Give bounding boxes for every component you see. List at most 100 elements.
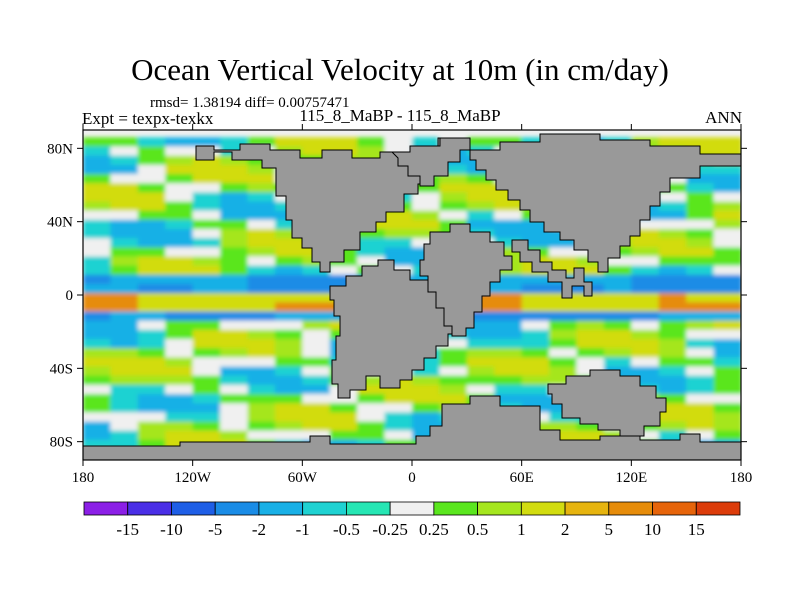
field-cell xyxy=(247,394,276,405)
field-cell xyxy=(110,357,139,368)
field-cell xyxy=(658,320,688,331)
field-cell xyxy=(274,394,304,405)
field-cell xyxy=(466,192,496,203)
field-cell xyxy=(439,210,468,221)
field-cell xyxy=(110,302,139,313)
field-cell xyxy=(412,403,441,414)
field-cell xyxy=(521,219,551,230)
field-cell xyxy=(274,265,304,276)
field-cell xyxy=(274,137,304,148)
field-cell xyxy=(713,366,741,377)
field-cell xyxy=(247,174,276,185)
field-cell xyxy=(247,311,276,322)
field-cell xyxy=(165,265,194,276)
field-cell xyxy=(549,247,578,258)
field-cell xyxy=(220,247,249,258)
field-cell xyxy=(357,430,386,441)
field-cell xyxy=(220,201,249,212)
field-cell xyxy=(494,229,523,240)
field-cell xyxy=(466,348,496,359)
field-cell xyxy=(658,366,688,377)
field-cell xyxy=(192,164,222,175)
field-cell xyxy=(658,430,688,441)
field-cell xyxy=(329,265,359,276)
field-cell xyxy=(165,284,194,295)
field-cell xyxy=(274,357,304,368)
field-cell xyxy=(247,229,276,240)
field-cell xyxy=(137,348,167,359)
field-cell xyxy=(192,320,222,331)
field-cell xyxy=(165,146,194,157)
field-cell xyxy=(603,265,633,276)
field-cell xyxy=(220,348,249,359)
field-cell xyxy=(631,329,660,340)
field-cell xyxy=(247,238,276,249)
field-cell xyxy=(412,375,441,386)
field-cell xyxy=(137,256,167,267)
field-cell xyxy=(220,183,249,194)
field-cell xyxy=(686,384,715,395)
field-cell xyxy=(110,256,139,267)
field-cell xyxy=(631,320,660,331)
field-cell xyxy=(494,238,523,249)
field-cell xyxy=(631,375,660,386)
field-cell xyxy=(192,339,222,350)
field-cell xyxy=(274,229,304,240)
field-cell xyxy=(439,384,468,395)
colorbar-label: 10 xyxy=(644,520,661,539)
field-cell xyxy=(220,238,249,249)
field-cell xyxy=(220,210,249,221)
field-cell xyxy=(247,256,276,267)
field-cell xyxy=(83,302,112,313)
field-cell xyxy=(247,137,276,148)
field-cell xyxy=(631,421,660,432)
field-cell xyxy=(165,174,194,185)
field-cell xyxy=(137,421,167,432)
field-cell xyxy=(713,384,741,395)
field-cell xyxy=(83,155,112,166)
field-cell xyxy=(110,320,139,331)
field-cell xyxy=(686,238,715,249)
field-cell xyxy=(137,302,167,313)
field-cell xyxy=(165,302,194,313)
field-cell xyxy=(302,403,331,414)
field-cell xyxy=(165,274,194,285)
field-cell xyxy=(110,403,139,414)
field-cell xyxy=(384,421,413,432)
field-cell xyxy=(83,311,112,322)
field-cell xyxy=(713,357,741,368)
field-cell xyxy=(274,366,304,377)
field-cell xyxy=(247,210,276,221)
field-cell xyxy=(494,247,523,258)
field-cell xyxy=(83,348,112,359)
field-cell xyxy=(686,366,715,377)
field-cell xyxy=(110,421,139,432)
field-cell xyxy=(686,339,715,350)
field-cell xyxy=(192,247,222,258)
field-cell xyxy=(686,219,715,230)
field-cell xyxy=(302,329,331,340)
colorbar-swatch xyxy=(171,501,216,516)
field-cell xyxy=(274,375,304,386)
field-cell xyxy=(412,201,441,212)
field-cell xyxy=(713,293,741,304)
y-tick-label: 40N xyxy=(47,215,73,231)
field-cell xyxy=(110,284,139,295)
field-cell xyxy=(603,357,633,368)
field-cell xyxy=(576,329,605,340)
field-cell xyxy=(247,339,276,350)
field-cell xyxy=(165,192,194,203)
field-cell xyxy=(686,210,715,221)
field-cell xyxy=(384,210,413,221)
field-cell xyxy=(576,357,605,368)
field-cell xyxy=(439,183,468,194)
field-cell xyxy=(603,348,633,359)
field-cell xyxy=(439,394,468,405)
field-cell xyxy=(110,155,139,166)
field-cell xyxy=(713,238,741,249)
field-cell xyxy=(329,274,359,285)
field-cell xyxy=(165,384,194,395)
y-tick-label: 80S xyxy=(50,435,73,451)
field-cell xyxy=(686,320,715,331)
field-cell xyxy=(137,183,167,194)
